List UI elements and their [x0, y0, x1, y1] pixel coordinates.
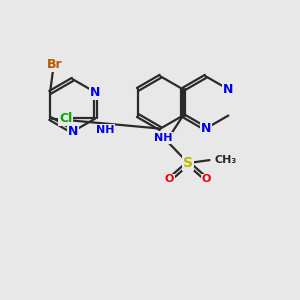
Text: S: S: [183, 156, 193, 170]
Text: N: N: [223, 83, 233, 96]
Text: NH: NH: [154, 133, 172, 143]
Text: N: N: [68, 125, 78, 138]
Text: O: O: [165, 174, 174, 184]
Text: N: N: [200, 122, 211, 135]
Text: Cl: Cl: [59, 112, 72, 125]
Text: Br: Br: [47, 58, 62, 70]
Text: NH: NH: [96, 125, 115, 135]
Text: O: O: [202, 174, 211, 184]
Text: N: N: [90, 86, 100, 99]
Text: CH₃: CH₃: [215, 155, 237, 165]
